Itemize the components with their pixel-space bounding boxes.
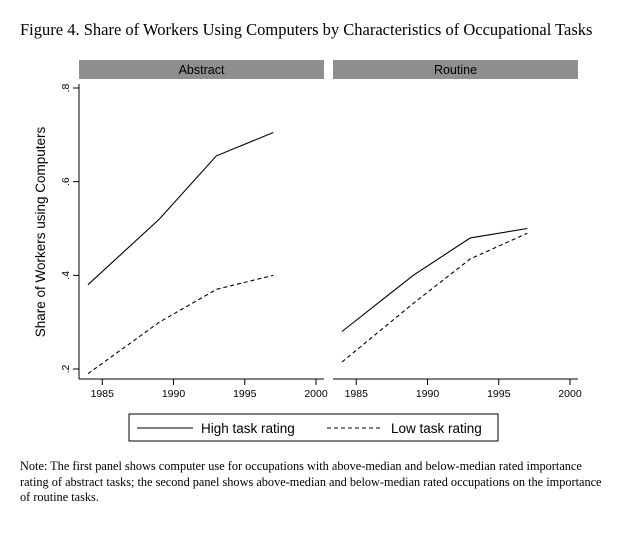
figure-note: Note: The first panel shows computer use…: [20, 459, 602, 504]
series-line-high-task-rating: [341, 227, 528, 332]
legend-label: High task rating: [201, 421, 295, 436]
series-line-low-task-rating: [87, 274, 274, 375]
y-tick-label: .2: [60, 364, 72, 373]
panel-title: Abstract: [179, 63, 225, 77]
y-tick-label: .6: [60, 177, 72, 186]
series-line-low-task-rating: [341, 232, 528, 363]
figure-title: Figure 4. Share of Workers Using Compute…: [20, 20, 593, 39]
y-axis-title: Share of Workers using Computers: [33, 126, 48, 337]
legend-label: Low task rating: [391, 421, 482, 436]
x-tick-label: 2000: [304, 388, 328, 400]
panel-header: [79, 60, 324, 79]
chart: Share of Workers using Computers .2 .4 .6 .8…: [33, 60, 582, 442]
x-tick-label: 1985: [345, 388, 369, 400]
series-line-high-task-rating: [87, 131, 274, 286]
x-tick-label: 1995: [233, 388, 257, 400]
panel-header: [333, 60, 578, 79]
y-tick-label: .8: [60, 83, 72, 92]
x-tick-label: 2000: [558, 388, 582, 400]
y-tick-label: .4: [60, 271, 72, 280]
x-tick-label: 1995: [487, 388, 511, 400]
panel-title: Routine: [434, 63, 477, 77]
x-tick-label: 1990: [416, 388, 440, 400]
x-tick-label: 1990: [162, 388, 186, 400]
x-tick-label: 1985: [91, 388, 115, 400]
